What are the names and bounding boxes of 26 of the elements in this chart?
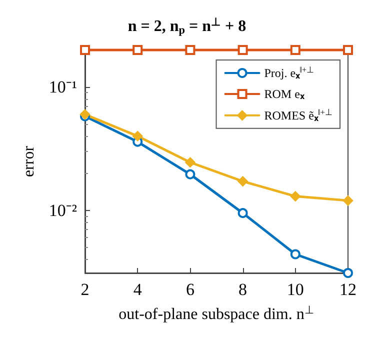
x-tick-label: 2 bbox=[80, 280, 90, 299]
point bbox=[290, 191, 300, 202]
x-tick-label: 6 bbox=[186, 280, 194, 299]
y-tick-label: 10⁻¹ bbox=[48, 78, 77, 97]
legend-label: ROM e𝐱 bbox=[264, 87, 305, 101]
point bbox=[290, 249, 300, 260]
point bbox=[290, 45, 300, 55]
point bbox=[185, 169, 196, 180]
point bbox=[238, 176, 248, 186]
x-tick-label: 12 bbox=[340, 280, 356, 299]
point bbox=[238, 45, 248, 55]
point bbox=[132, 131, 143, 142]
x-tick-label: 8 bbox=[238, 280, 248, 299]
point bbox=[80, 45, 90, 55]
point bbox=[343, 196, 353, 206]
x-tick-label: 4 bbox=[133, 280, 142, 299]
point bbox=[185, 157, 196, 168]
x-axis-title: out-of-plane subspace dim. n⊥ bbox=[118, 304, 314, 323]
y-axis-title: error bbox=[20, 145, 38, 178]
point bbox=[185, 45, 196, 55]
x-tick-label: 10 bbox=[286, 280, 304, 299]
point bbox=[343, 268, 353, 278]
y-tick-label: 10⁻² bbox=[48, 200, 77, 220]
point bbox=[343, 45, 353, 55]
point bbox=[132, 45, 143, 55]
point bbox=[238, 208, 248, 218]
